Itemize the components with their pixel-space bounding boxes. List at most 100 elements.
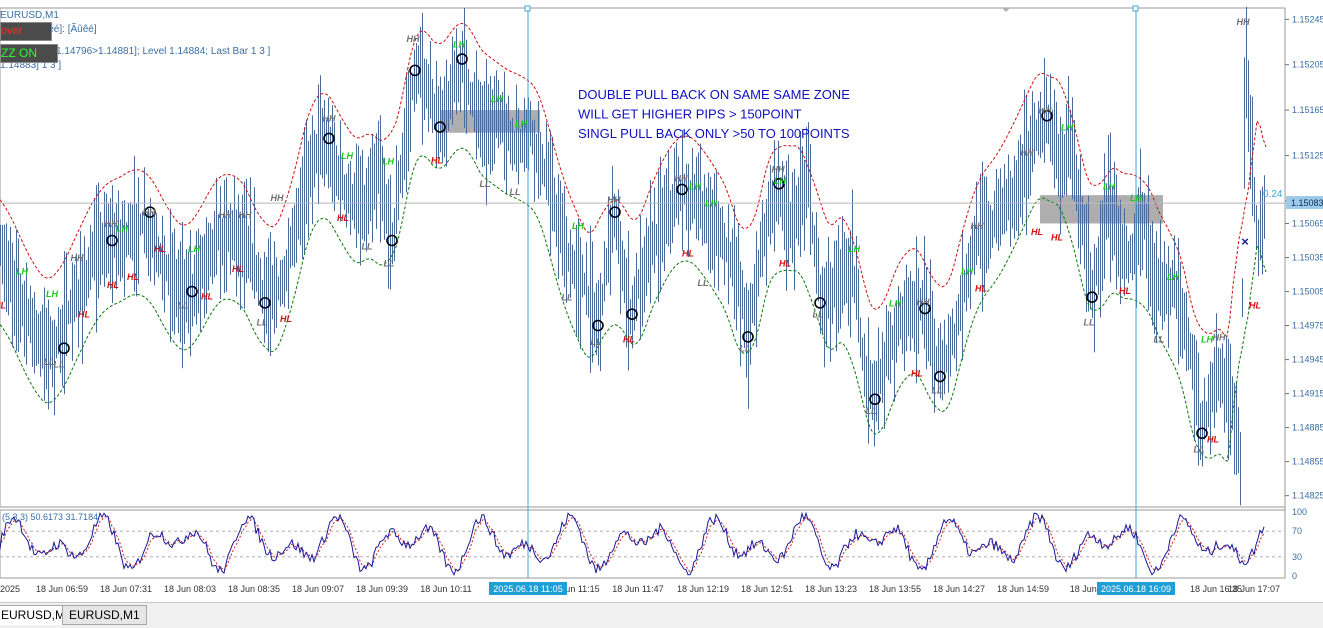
swing-point-circle [58, 342, 70, 355]
swing-label-hh: HH [971, 221, 984, 231]
vertical-marker-handle[interactable] [524, 5, 531, 12]
swing-label-ll: LL [698, 278, 709, 288]
swing-label-lh: LH [961, 267, 973, 277]
time-tick-label: 18 Jun 12:19 [677, 584, 729, 594]
swing-label-hl: HL [623, 335, 635, 345]
price-tick-label: 1.14885 [1292, 423, 1323, 433]
swing-label-hl: HL [154, 244, 166, 254]
swing-label-hl: HL [337, 213, 349, 223]
swing-label-ll: LL [740, 344, 751, 354]
tab-label: EURUSD,M1 [1, 608, 72, 622]
swing-label-ll: LL [178, 301, 189, 311]
time-tick-label: 18 Jun 10:11 [420, 584, 471, 594]
tab-label: EURUSD,M1 [69, 608, 140, 622]
swing-point-circle [934, 370, 946, 383]
swing-label-hl: HL [431, 155, 443, 165]
swing-label-hl: HL [1249, 301, 1261, 311]
swing-label-lh: LH [572, 221, 584, 231]
swing-label-lh: LH [116, 223, 128, 233]
swing-label-hl: HL [779, 259, 791, 269]
swing-label-hl: HL [975, 284, 987, 294]
current-price-box [1286, 196, 1323, 210]
swing-label-ll: LL [932, 386, 943, 396]
time-tick-label: 18 Jun 13:23 [805, 584, 857, 594]
stochastic-tick-label: 30 [1292, 552, 1302, 562]
swing-label-hh: HH [105, 219, 118, 229]
swing-label-hl: HL [911, 369, 923, 379]
swing-label-ll: LL [866, 406, 877, 416]
swing-label-lh: LH [16, 267, 28, 277]
current-price-label: 1.15083 [1291, 198, 1323, 208]
swing-label-hh: HH [407, 34, 420, 44]
swing-point-circle [1196, 427, 1208, 440]
swing-point-circle [186, 285, 198, 298]
swing-label-hl: HL [127, 272, 139, 282]
swing-point-circle [434, 121, 446, 133]
swing-point-circle [592, 319, 604, 332]
time-tick-label: 18 Jun 14:59 [997, 584, 1049, 594]
time-tick-label: 18 Jun 07:31 [100, 584, 152, 594]
swing-point-circle [144, 206, 156, 218]
price-tick-label: 1.15125 [1292, 150, 1323, 160]
swing-label-ll: LL [480, 179, 491, 189]
stochastic-tick-label: 0 [1292, 571, 1297, 581]
vertical-marker-handle[interactable] [1132, 5, 1139, 12]
swing-label-lh: LH [46, 289, 58, 299]
swing-label-ll: LL [384, 259, 395, 269]
indicator-header-line-4: 1.14883] 1 3 ] [0, 60, 62, 71]
annotation-line-3: SINGL PULL BACK ONLY >50 TO 100POINTS [578, 126, 850, 141]
time-tick-label: 18 Jun 09:07 [292, 584, 344, 594]
swing-label-lh: LH [889, 298, 901, 308]
stochastic-main-line [0, 511, 1265, 576]
swing-label-lh: LH [1061, 122, 1073, 132]
swing-label-lh: LH [689, 181, 701, 191]
vertical-line-time-label: 2025.06.18 11:05 [493, 584, 562, 594]
swing-point-circle [1086, 291, 1098, 303]
indicator-header-line-3: 1.14796>1.14881]; Level 1.14884; Last Ba… [56, 46, 271, 57]
zigzag-toggle-button[interactable]: ZZ ON [0, 44, 58, 63]
swing-label-hl: HL [107, 280, 119, 290]
swing-label-hh: HH [608, 195, 621, 205]
price-tick-label: 1.15035 [1292, 253, 1323, 263]
price-tick-label: 1.14825 [1292, 491, 1323, 501]
overlay-button[interactable]: over [0, 22, 52, 41]
tab-eurusd-m1[interactable]: EURUSD,M1 [62, 605, 147, 625]
swing-label-hh: HH [239, 210, 252, 220]
scroll-marker-icon [1002, 8, 1010, 12]
swing-label-hl: HL [78, 310, 90, 320]
swing-point-circle [1041, 109, 1053, 122]
upper-band-line [0, 22, 1267, 338]
chart-symbol-title: EURUSD,M1 [0, 10, 59, 21]
indicator-header-line-2: Ãûêé]: [Ãûêé] [36, 24, 97, 35]
price-tick-label: 1.14975 [1292, 321, 1323, 331]
time-tick-label: 18 Jun 08:03 [164, 584, 216, 594]
time-tick-label: 18 Jun 08:35 [228, 584, 280, 594]
swing-label-ll: LL [1084, 318, 1095, 328]
swing-label-hl: HL [682, 248, 694, 258]
swing-label-hl: HL [1119, 286, 1131, 296]
swing-label-hl: HL [1051, 232, 1063, 242]
time-tick-label: 18 Jun 16:35 [1190, 584, 1242, 594]
swing-label-lh: LH [848, 244, 860, 254]
swing-label-lh: LH [705, 198, 717, 208]
swing-label-ll: LL [257, 318, 268, 328]
time-tick-label: 18 Jun 11:15 [548, 584, 599, 594]
swing-label-lh: LH [1130, 193, 1142, 203]
time-tick-label: 18 Jun 12:51 [741, 584, 793, 594]
price-chart[interactable]: HLLHLLLLLHHHHLHLHHLHHLHHHLLLLHHLHHHLHHLL… [0, 0, 1323, 600]
swing-point-circle [609, 206, 621, 218]
swing-point-circle [814, 297, 826, 309]
swing-point-circle [676, 183, 688, 196]
swing-point-circle [386, 234, 398, 247]
price-tick-label: 1.15065 [1292, 218, 1323, 228]
swing-label-hl: HL [280, 314, 292, 324]
swing-label-hh: HH [772, 164, 785, 174]
time-tick-label: 18 Jun 11:47 [612, 584, 663, 594]
cross-marker-icon: × [1241, 234, 1249, 249]
swing-label-hl: HL [232, 264, 244, 274]
swing-point-circle [773, 177, 785, 190]
swing-label-hl: HL [201, 291, 213, 301]
vertical-line-time-box [1097, 582, 1175, 595]
tab-eurusd-m1-active[interactable]: EURUSD,M1 [0, 605, 79, 625]
